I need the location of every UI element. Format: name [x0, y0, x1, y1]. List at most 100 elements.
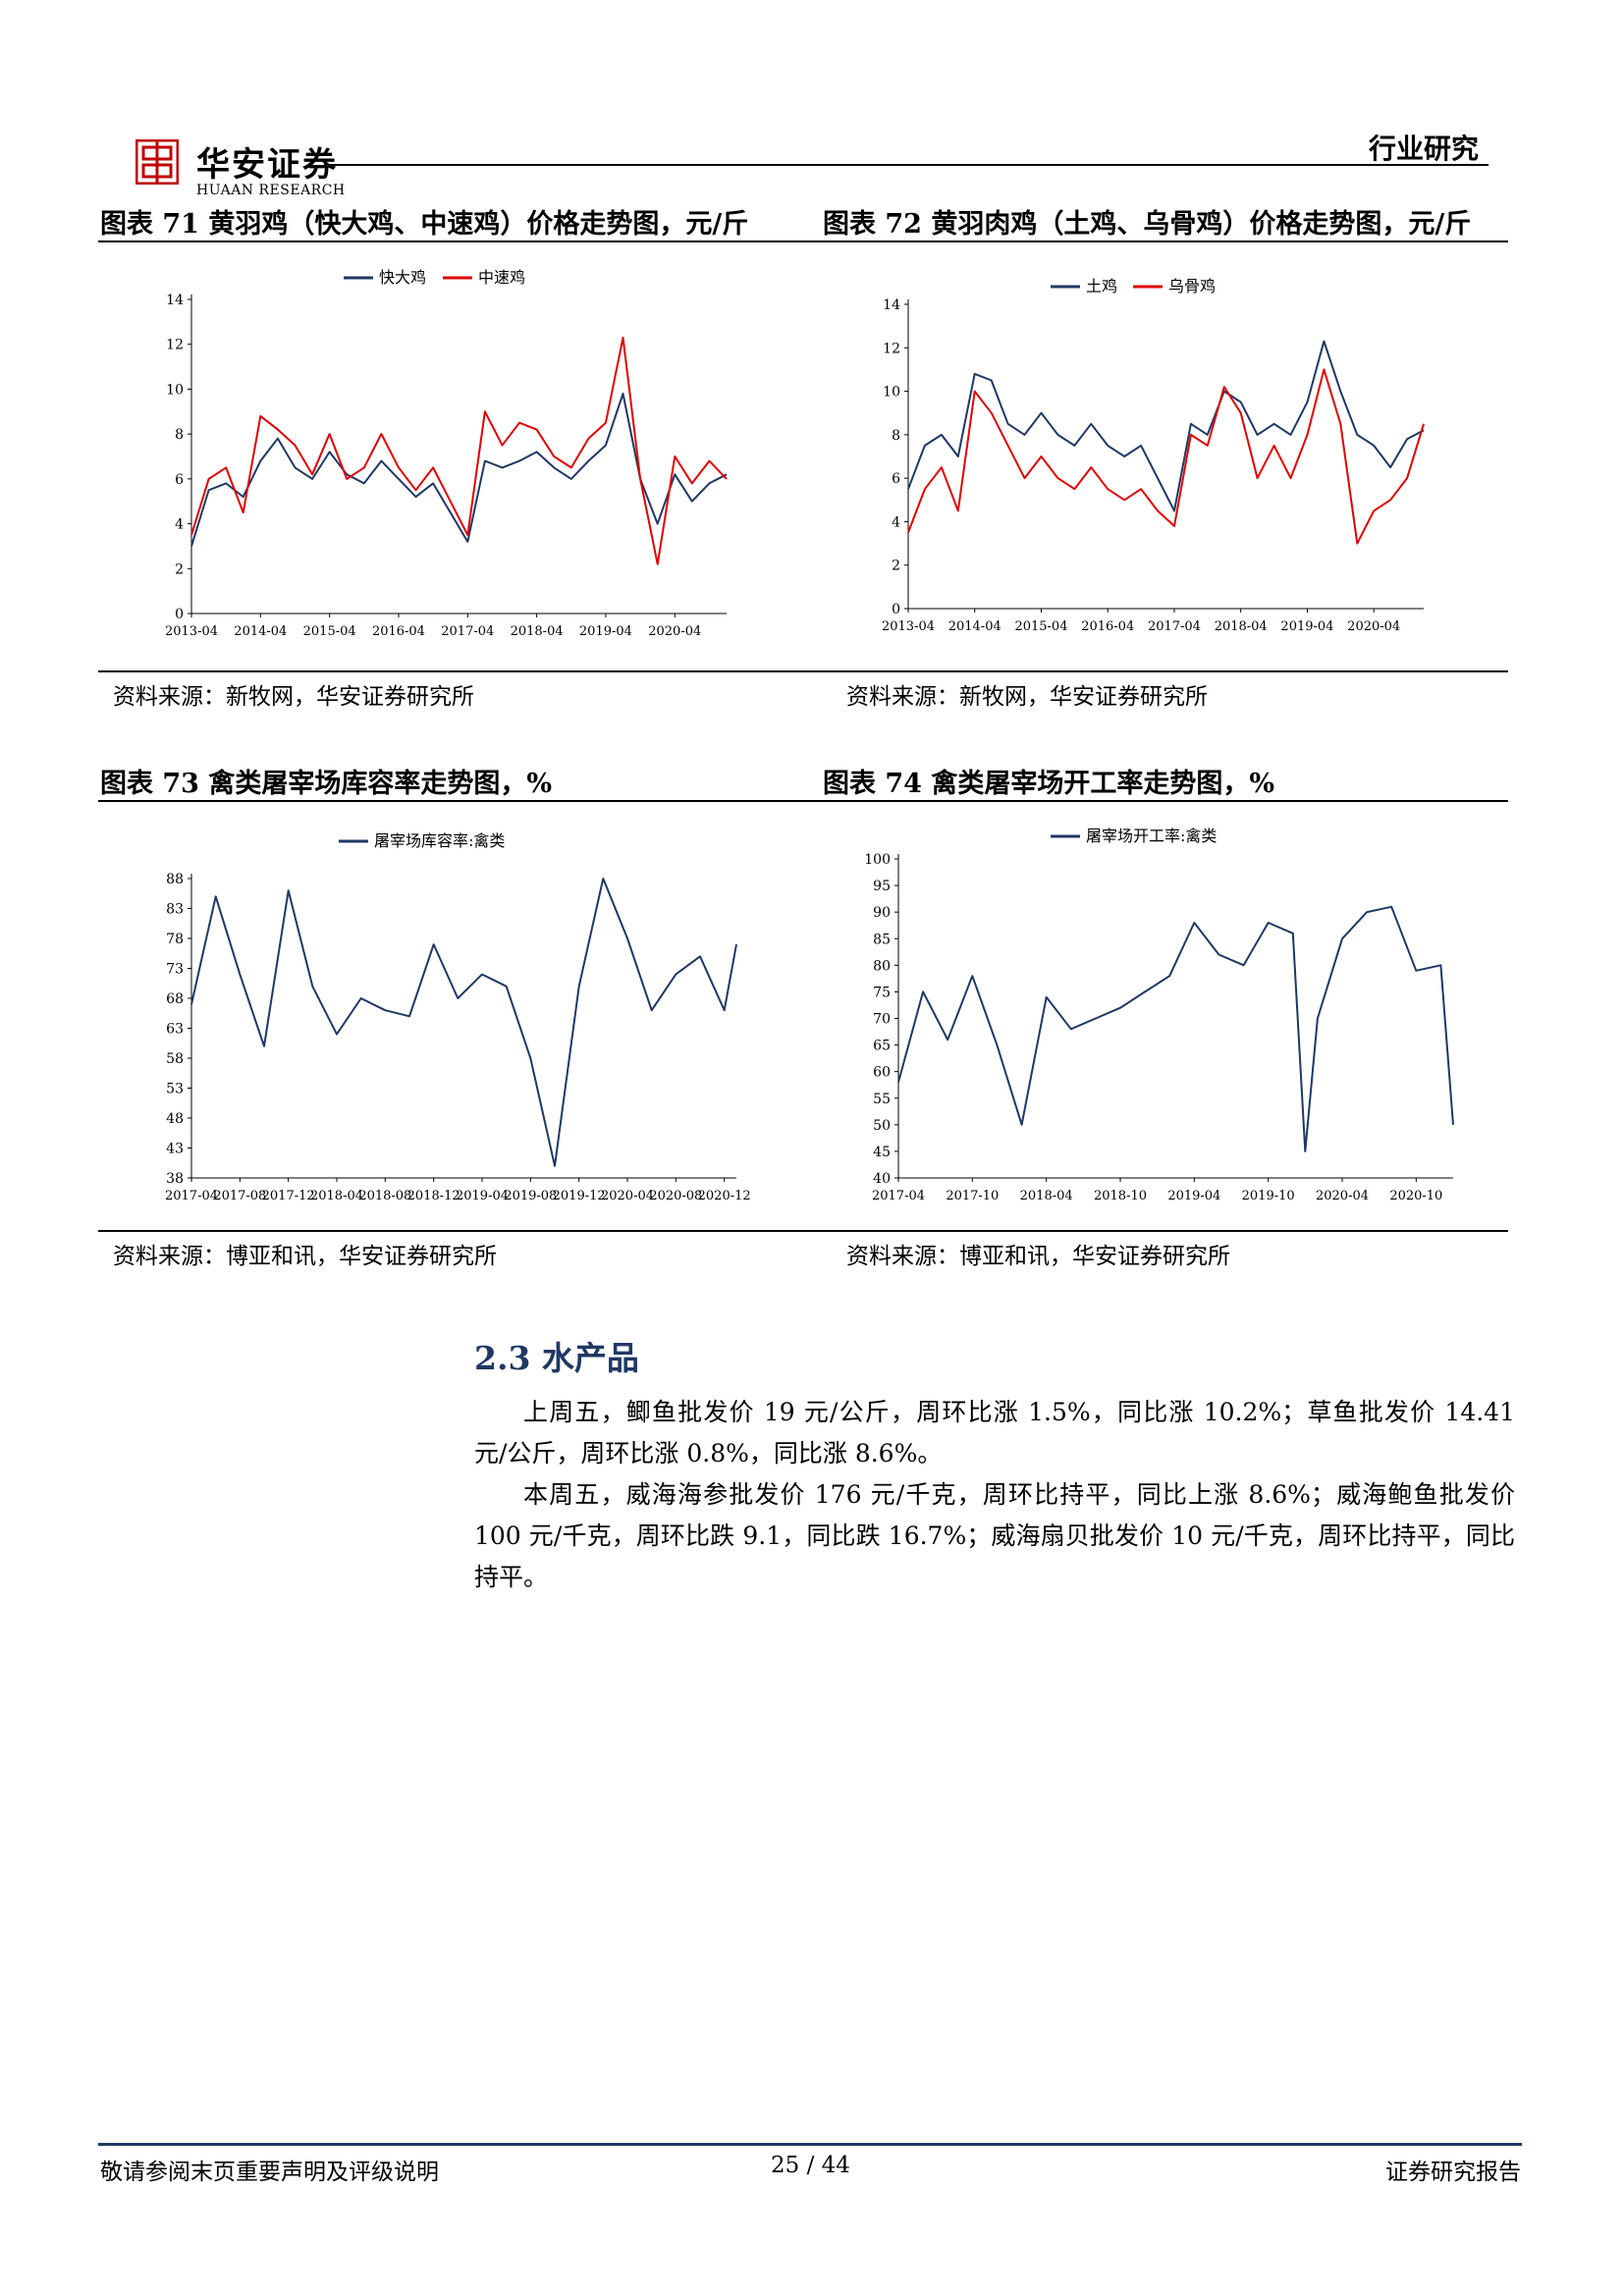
y-tick-label: 85	[873, 932, 891, 947]
y-tick-label: 43	[166, 1142, 184, 1157]
x-tick-label: 2014-04	[234, 624, 287, 639]
x-tick-label: 2018-04	[511, 624, 564, 639]
y-tick-label: 65	[873, 1039, 891, 1054]
y-tick-label: 10	[166, 382, 184, 398]
y-tick-label: 100	[864, 852, 891, 868]
y-tick-label: 68	[166, 991, 184, 1007]
chart-figure-72: 土鸡 乌骨鸡 0 2 4 6 8 10 12 14 2013-04 2014-04 2015-04 201…	[882, 277, 1425, 634]
x-tick-label: 2016-04	[1081, 619, 1134, 634]
x-tick-label: 2014-04	[948, 619, 1001, 634]
y-tick-label: 6	[175, 472, 184, 488]
paragraph-seafood: 本周五，威海海参批发价 176 元/千克，周环比持平，同比上涨 8.6%；威海鲍…	[474, 1480, 1515, 1591]
brand-name: 华安证券	[196, 145, 338, 185]
figure-row1-bottom-rule	[98, 670, 1508, 672]
x-tick-label: 2018-04	[1020, 1189, 1073, 1203]
x-tick-label: 2019-12	[553, 1189, 606, 1203]
x-tick-label: 2017-04	[165, 1189, 218, 1203]
y-tick-label: 2	[892, 559, 900, 574]
huaan-logo-icon	[135, 139, 179, 185]
x-tick-label: 2016-04	[372, 624, 425, 639]
y-tick-label: 8	[175, 427, 184, 443]
x-tick-label: 2017-04	[872, 1189, 925, 1203]
figure-row2-top-rule	[98, 800, 1508, 802]
legend-label: 快大鸡	[379, 268, 426, 287]
x-tick-label: 2015-04	[1014, 619, 1067, 634]
figure-72-source: 资料来源：新牧网，华安证券研究所	[846, 684, 1208, 710]
figure-74-source: 资料来源：博亚和讯，华安证券研究所	[846, 1244, 1230, 1269]
x-tick-label: 2017-08	[213, 1189, 266, 1203]
y-tick-label: 14	[166, 293, 184, 308]
x-tick-label: 2017-04	[1148, 619, 1201, 634]
x-tick-label: 2020-04	[1316, 1189, 1369, 1203]
y-tick-label: 6	[892, 471, 900, 487]
page-number: 25 / 44	[771, 2153, 850, 2178]
figure-73-title: 图表 73 禽类屠宰场库容率走势图，%	[100, 769, 553, 799]
section-heading: 2.3 水产品	[474, 1339, 639, 1377]
y-tick-label: 0	[175, 607, 184, 622]
x-tick-label: 2019-04	[579, 624, 632, 639]
y-tick-label: 4	[175, 517, 184, 533]
figure-71-source: 资料来源：新牧网，华安证券研究所	[113, 684, 474, 710]
y-tick-label: 50	[873, 1118, 891, 1134]
series-line	[907, 368, 1425, 545]
y-tick-label: 80	[873, 958, 891, 974]
x-tick-label: 2019-04	[1280, 619, 1333, 634]
x-tick-label: 2020-10	[1389, 1189, 1442, 1203]
y-tick-label: 53	[166, 1082, 184, 1097]
y-tick-label: 38	[166, 1171, 184, 1187]
x-tick-label: 2018-04	[310, 1189, 363, 1203]
y-tick-label: 88	[166, 872, 184, 887]
y-tick-label: 78	[166, 932, 184, 947]
x-tick-label: 2018-10	[1094, 1189, 1147, 1203]
x-tick-label: 2019-08	[504, 1189, 557, 1203]
x-tick-label: 2019-04	[1167, 1189, 1220, 1203]
figure-row2-bottom-rule	[98, 1230, 1508, 1232]
y-tick-label: 70	[873, 1012, 891, 1028]
y-tick-label: 73	[166, 962, 184, 978]
chart-figure-71: 快大鸡 中速鸡 0 2 4 6 8 10 12 14 2013-04 2014-04 2015-04 20…	[165, 268, 728, 639]
legend-label: 屠宰场库容率:禽类	[374, 831, 505, 850]
y-tick-label: 63	[166, 1022, 184, 1038]
x-tick-label: 2017-04	[441, 624, 494, 639]
y-tick-label: 45	[873, 1145, 891, 1160]
x-tick-label: 2018-08	[358, 1189, 411, 1203]
series-line	[897, 905, 1454, 1152]
x-tick-label: 2017-12	[262, 1189, 315, 1203]
y-tick-label: 83	[166, 902, 184, 918]
paragraph-fish: 上周五，鲫鱼批发价 19 元/公斤，周环比涨 1.5%，同比涨 10.2%；草鱼…	[474, 1398, 1515, 1468]
x-tick-label: 2019-04	[456, 1189, 509, 1203]
footer-disclaimer: 敬请参阅末页重要声明及评级说明	[100, 2160, 439, 2185]
series-line	[190, 336, 728, 565]
figure-row1-top-rule	[98, 240, 1508, 242]
y-tick-label: 55	[873, 1092, 891, 1107]
x-tick-label: 2020-04	[648, 624, 701, 639]
y-tick-label: 12	[883, 341, 900, 356]
y-tick-label: 48	[166, 1111, 184, 1127]
x-tick-label: 2013-04	[165, 624, 218, 639]
x-tick-label: 2020-08	[649, 1189, 702, 1203]
legend-label: 屠宰场开工率:禽类	[1086, 827, 1217, 845]
y-tick-label: 4	[892, 514, 900, 530]
chart-figure-73: 屠宰场库容率:禽类38434853586368737883882017-0420…	[165, 831, 751, 1203]
figure-71-title: 图表 71 黄羽鸡（快大鸡、中速鸡）价格走势图，元/斤	[100, 209, 749, 240]
y-tick-label: 75	[873, 985, 891, 1000]
y-tick-label: 0	[892, 602, 900, 617]
legend-label: 乌骨鸡	[1168, 277, 1216, 295]
y-tick-label: 12	[166, 338, 184, 353]
series-line	[907, 340, 1425, 512]
y-tick-label: 90	[873, 905, 891, 921]
x-tick-label: 2020-04	[601, 1189, 654, 1203]
y-tick-label: 8	[892, 428, 900, 444]
x-tick-label: 2013-04	[882, 619, 935, 634]
brand-name-en: HUAAN RESEARCH	[196, 183, 346, 198]
x-tick-label: 2015-04	[303, 624, 356, 639]
figure-73-source: 资料来源：博亚和讯，华安证券研究所	[113, 1244, 497, 1269]
x-tick-label: 2017-10	[946, 1189, 999, 1203]
x-tick-label: 2018-12	[407, 1189, 460, 1203]
y-tick-label: 58	[166, 1051, 184, 1067]
y-tick-label: 2	[175, 561, 184, 577]
x-tick-label: 2018-04	[1215, 619, 1268, 634]
y-tick-label: 95	[873, 879, 891, 894]
x-tick-label: 2019-10	[1242, 1189, 1295, 1203]
footer-report-type: 证券研究报告	[1385, 2160, 1521, 2185]
